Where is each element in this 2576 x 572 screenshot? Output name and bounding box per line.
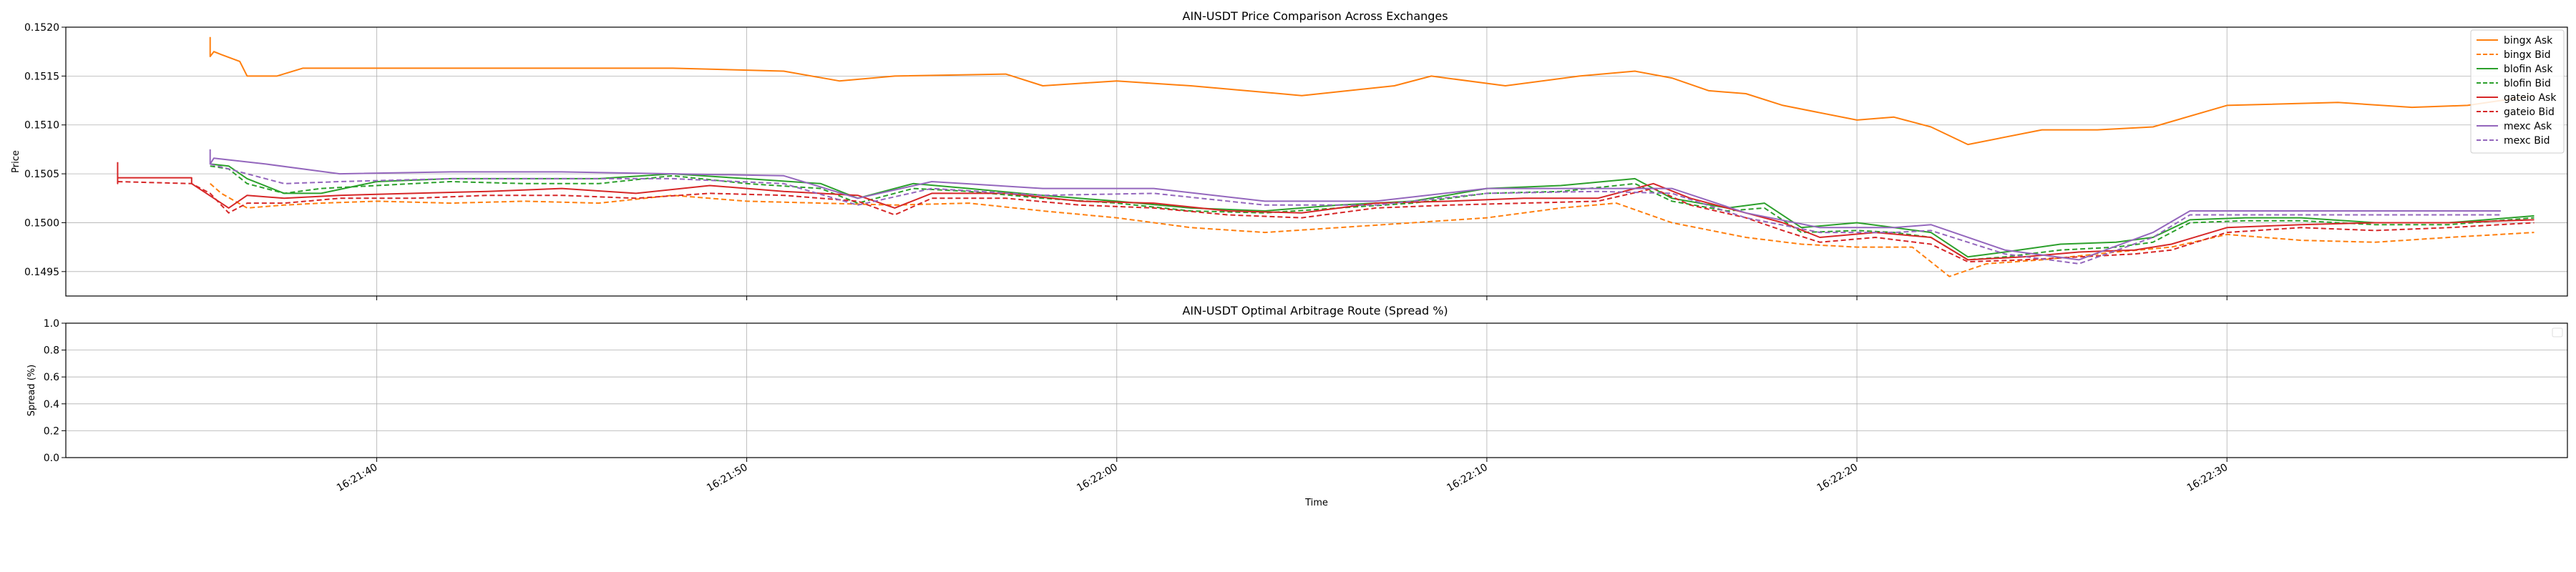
price-comparison-chart: AIN-USDT Price Comparison Across Exchang… [11,9,2568,300]
series-line-gateio-ask [117,162,2534,261]
series-line-mexc-ask [209,149,2501,261]
y-tick-label: 0.0 [44,453,59,464]
y-tick-label: 0.1510 [24,120,59,132]
y-tick-label: 0.1505 [24,169,59,180]
legend-label: mexc Ask [2504,121,2552,132]
y-tick-label: 0.1515 [24,71,59,82]
y-tick-label: 0.1520 [24,22,59,34]
series-line-blofin-bid [210,165,2534,261]
plot-area [66,27,2567,296]
legend-label: mexc Bid [2504,135,2550,147]
legend-label: gateio Ask [2504,92,2557,104]
x-axis-label: Time [1304,498,1328,508]
series-lines [117,36,2534,277]
plot-frame [65,26,2568,297]
empty-legend-box [2552,327,2563,337]
y-tick-label: 0.6 [44,372,59,383]
legend: bingx Ask bingx Bid blofin Ask blofin Bid ga… [2470,29,2565,154]
plot-area [66,323,2567,458]
x-axis-ticks [376,296,2228,300]
legend-entries: bingx Ask bingx Bid blofin Ask blofin Bid ga… [2477,35,2557,147]
legend-box [2470,29,2565,154]
y-tick-label: 0.1495 [24,267,59,278]
plot-frame [65,322,2568,458]
y-axis-ticks: 0.0 0.2 0.4 0.6 0.8 1.0 [44,318,66,464]
legend-label: bingx Ask [2504,35,2553,46]
series-line-bingx-bid [210,183,2534,277]
y-tick-label: 0.4 [44,399,59,410]
legend-label: bingx Bid [2504,49,2551,61]
legend-label: blofin Bid [2504,78,2551,89]
y-axis-label: Spread (%) [26,365,37,416]
y-tick-label: 0.1500 [24,217,59,229]
legend-label: blofin Ask [2504,64,2553,75]
chart-title: AIN-USDT Optimal Arbitrage Route (Spread… [1182,304,1448,317]
series-line-bingx-ask [209,36,2534,146]
series-line-blofin-ask [210,163,2534,258]
y-axis-label: Price [11,150,21,173]
series-line-mexc-bid [210,163,2501,265]
y-axis-ticks: 0.1495 0.1500 0.1505 0.1510 0.1515 0.1520 [24,22,66,278]
y-tick-label: 0.2 [44,425,59,437]
chart-title: AIN-USDT Price Comparison Across Exchang… [1182,9,1448,23]
legend-label: gateio Bid [2504,107,2555,118]
y-tick-label: 0.8 [44,345,59,357]
y-tick-label: 1.0 [44,318,59,330]
